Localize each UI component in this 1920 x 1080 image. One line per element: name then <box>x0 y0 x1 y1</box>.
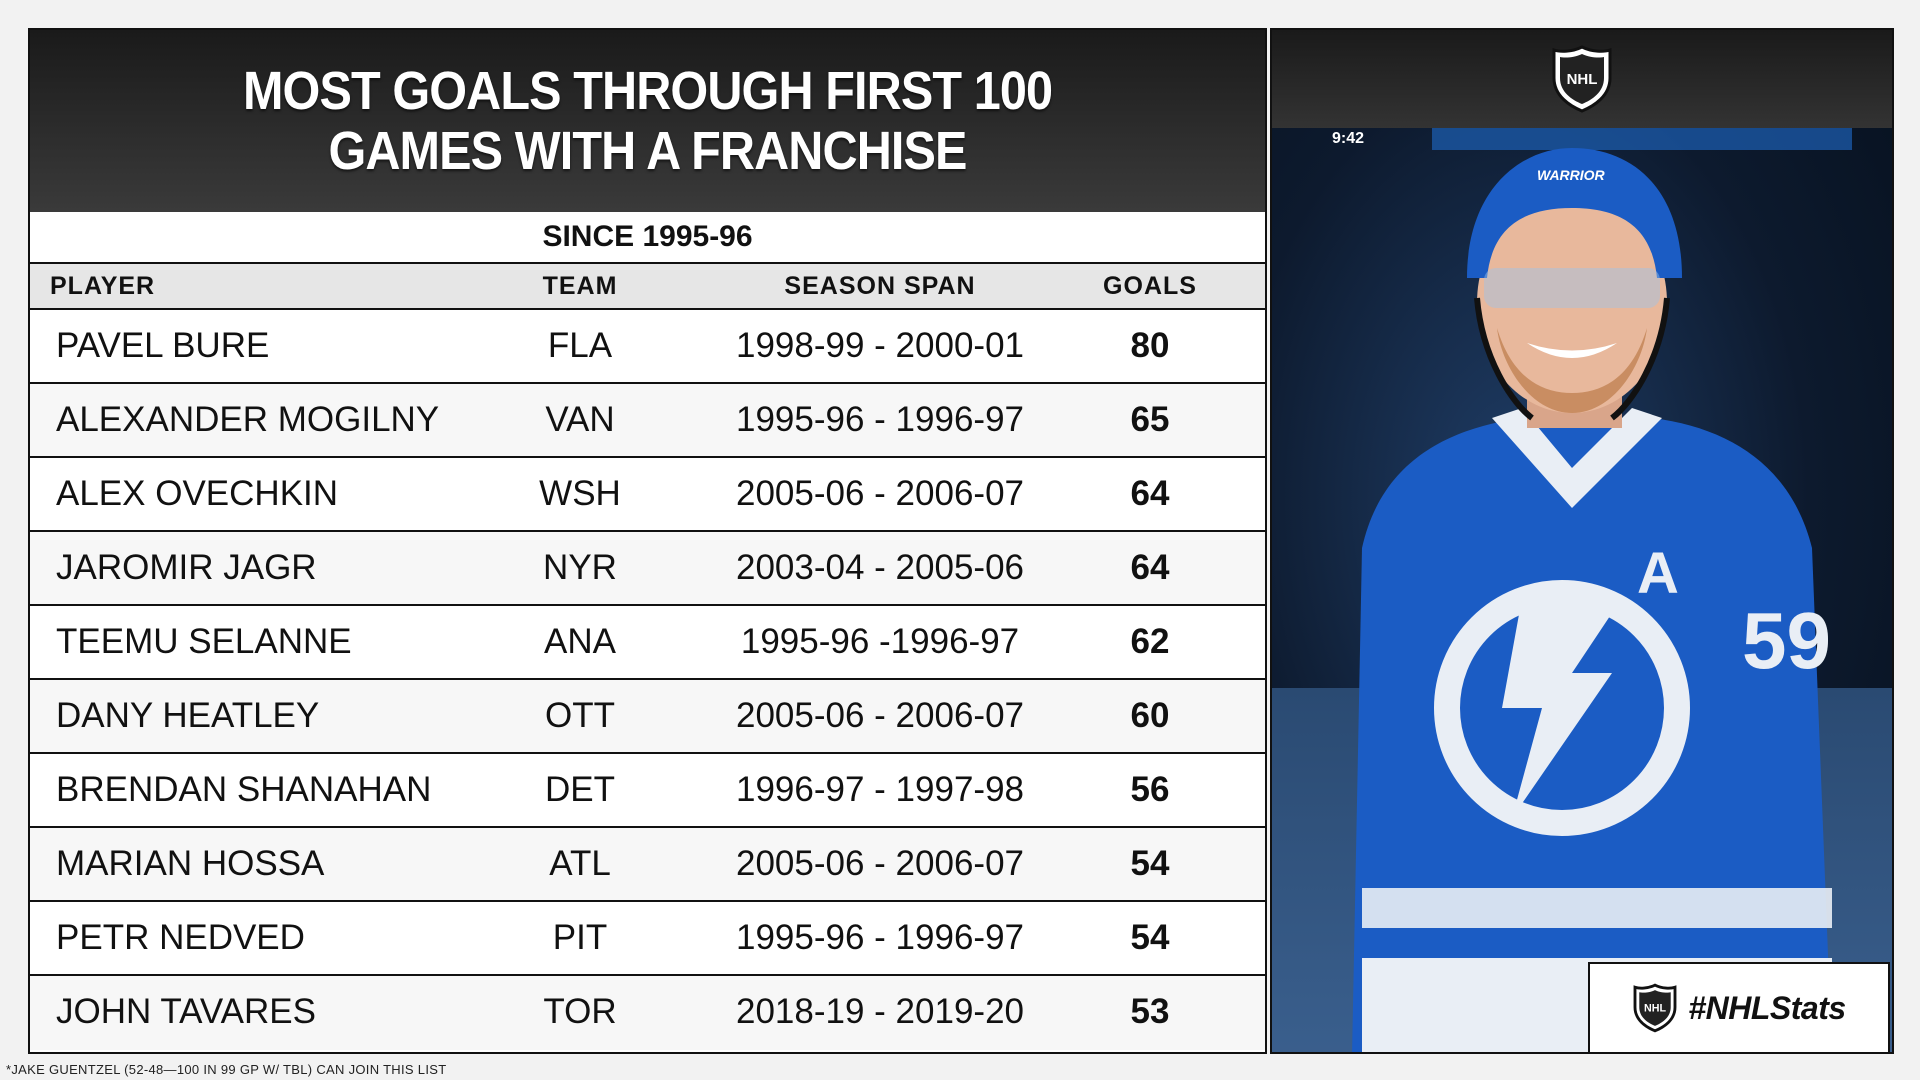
table-row: MARIAN HOSSA ATL 2005-06 - 2006-07 54 <box>30 828 1265 902</box>
team-code: FLA <box>547 326 613 365</box>
team-code: NYR <box>543 548 617 587</box>
table-row: JOHN TAVARES TOR 2018-19 - 2019-20 53 <box>30 976 1265 1050</box>
season-span: 2018-19 - 2019-20 <box>736 992 1024 1031</box>
season-span: 1995-96 - 1996-97 <box>736 918 1024 957</box>
team-code: ATL <box>549 844 611 883</box>
team-code: VAN <box>545 400 615 439</box>
goals-value: 54 <box>1130 844 1170 883</box>
column-header-team: TEAM <box>542 272 618 300</box>
player-name: BRENDAN SHANAHAN <box>56 770 432 809</box>
jersey-letter: A <box>1637 541 1679 606</box>
table-header: PLAYER TEAM SEASON SPAN GOALS <box>30 262 1265 310</box>
season-span: 1995-96 -1996-97 <box>740 622 1020 661</box>
table-body: PAVEL BURE FLA 1998-99 - 2000-01 80 ALEXANDE… <box>30 310 1265 1050</box>
team-code: PIT <box>552 918 608 957</box>
team-code: TOR <box>543 992 617 1031</box>
badge-logo-text: NHL <box>1644 1003 1666 1015</box>
season-span: 1998-99 - 2000-01 <box>736 326 1024 365</box>
player-name: PETR NEDVED <box>56 918 305 957</box>
goals-value: 54 <box>1130 918 1170 957</box>
player-name: TEEMU SELANNE <box>56 622 352 661</box>
page-title-line-2: GAMES WITH A FRANCHISE <box>328 121 967 181</box>
table-row: TEEMU SELANNE ANA 1995-96 -1996-97 62 <box>30 606 1265 680</box>
team-code: ANA <box>544 622 616 661</box>
logo-text: NHL <box>1567 71 1598 88</box>
arena-banner <box>1432 128 1852 150</box>
nhl-shield-icon: NHL <box>1633 983 1677 1033</box>
team-code: WSH <box>539 474 621 513</box>
table-row: ALEXANDER MOGILNY VAN 1995-96 - 1996-97 65 <box>30 384 1265 458</box>
table-row: PETR NEDVED PIT 1995-96 - 1996-97 54 <box>30 902 1265 976</box>
jersey-number: 59 <box>1742 596 1831 685</box>
season-span: 1995-96 - 1996-97 <box>736 400 1024 439</box>
helmet-brand: WARRIOR <box>1537 167 1606 183</box>
player-name: JOHN TAVARES <box>56 992 316 1031</box>
nhl-stats-badge: NHL #NHLStats <box>1588 962 1890 1052</box>
season-span: 2005-06 - 2006-07 <box>736 474 1024 513</box>
goals-value: 62 <box>1130 622 1170 661</box>
subtitle: SINCE 1995-96 <box>30 212 1265 262</box>
goals-value: 64 <box>1130 474 1170 513</box>
logo-bar: NHL <box>1272 30 1892 128</box>
goals-value: 60 <box>1130 696 1170 735</box>
goals-value: 53 <box>1130 992 1170 1031</box>
column-header-player: PLAYER <box>50 272 156 300</box>
player-name: MARIAN HOSSA <box>56 844 325 883</box>
nhl-shield-icon: NHL <box>1552 45 1612 113</box>
hashtag-text: #NHLStats <box>1688 989 1846 1026</box>
footnote: *JAKE GUENTZEL (52-48—100 IN 99 GP W/ TB… <box>6 1062 447 1077</box>
player-name: DANY HEATLEY <box>56 696 320 735</box>
season-span: 2003-04 - 2005-06 <box>736 548 1024 587</box>
table-row: BRENDAN SHANAHAN DET 1996-97 - 1997-98 56 <box>30 754 1265 828</box>
page-title-line-1: MOST GOALS THROUGH FIRST 100 <box>242 61 1053 121</box>
player-name: ALEXANDER MOGILNY <box>56 400 440 439</box>
table-row: ALEX OVECHKIN WSH 2005-06 - 2006-07 64 <box>30 458 1265 532</box>
scoreboard-clock: 9:42 <box>1332 130 1365 147</box>
season-span: 2005-06 - 2006-07 <box>736 696 1024 735</box>
player-name: ALEX OVECHKIN <box>56 474 339 513</box>
team-code: DET <box>545 770 615 809</box>
player-figure: A 59 WARRIOR <box>1352 148 1832 1052</box>
season-span: 1996-97 - 1997-98 <box>736 770 1024 809</box>
column-header-goals: GOALS <box>1103 272 1197 300</box>
goals-value: 80 <box>1130 326 1170 365</box>
stats-table-panel: MOST GOALS THROUGH FIRST 100 GAMES WITH … <box>28 28 1267 1054</box>
table-row: DANY HEATLEY OTT 2005-06 - 2006-07 60 <box>30 680 1265 754</box>
goals-value: 64 <box>1130 548 1170 587</box>
column-header-season-span: SEASON SPAN <box>784 272 976 300</box>
season-span: 2005-06 - 2006-07 <box>736 844 1024 883</box>
team-code: OTT <box>545 696 615 735</box>
player-name: PAVEL BURE <box>56 326 270 365</box>
goals-value: 65 <box>1130 400 1170 439</box>
table-row: PAVEL BURE FLA 1998-99 - 2000-01 80 <box>30 310 1265 384</box>
player-photo: 9:42 A 59 WARRIOR <box>1272 128 1892 1052</box>
goals-value: 56 <box>1130 770 1170 809</box>
player-photo-panel: NHL 9:42 A 59 WARRI <box>1270 28 1894 1054</box>
title-bar: MOST GOALS THROUGH FIRST 100 GAMES WITH … <box>30 30 1265 212</box>
table-row: JAROMIR JAGR NYR 2003-04 - 2005-06 64 <box>30 532 1265 606</box>
player-name: JAROMIR JAGR <box>56 548 317 587</box>
